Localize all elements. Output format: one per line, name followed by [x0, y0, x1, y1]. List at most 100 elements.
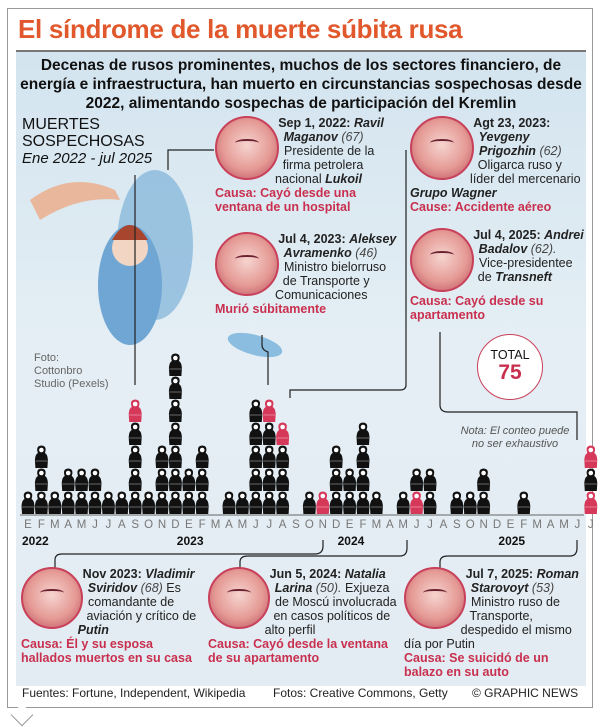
larina-photo: [208, 567, 270, 629]
doll-mark: [48, 491, 62, 514]
profile-age: (46): [355, 246, 378, 260]
doll-mark: [34, 491, 48, 514]
doll-mark: [75, 491, 89, 514]
month-tick-label: O: [466, 519, 475, 531]
doll-mark: [128, 468, 142, 491]
doll-mark: [61, 491, 75, 514]
month-tick-label: E: [507, 519, 515, 531]
connector-larina: [239, 540, 408, 568]
month-tick-label: D: [171, 519, 179, 531]
doll-mark: [356, 445, 370, 468]
date-range: Ene 2022 - jul 2025: [22, 150, 153, 167]
profile-name: Aleksey Avramenko: [283, 232, 397, 260]
doll-mark: [262, 468, 276, 491]
profile-cause: Causa: Cayó desde su apartamento: [410, 294, 544, 322]
doll-mark: [410, 468, 424, 491]
connector-badalov: [439, 332, 578, 440]
doll-mark: [343, 491, 357, 514]
doll-mark: [450, 491, 464, 514]
profile-date: Jul 4, 2025:: [473, 228, 541, 242]
profile-org: Grupo Wagner: [410, 186, 497, 200]
photo-credit: Foto: Cottonbro Studio (Pexels): [34, 352, 109, 391]
profile-cause: Causa: Él y su esposa hallados muertos e…: [21, 637, 192, 665]
doll-mark: [423, 491, 437, 514]
doll-mark: [249, 422, 263, 445]
highlighted-doll-mark: [410, 491, 424, 514]
title-divider: [16, 50, 586, 52]
doll-mark: [477, 468, 491, 491]
month-tick-label: S: [453, 519, 461, 531]
doll-mark: [329, 491, 343, 514]
profile-org: Putin: [77, 623, 109, 637]
profile-date: Sep 1, 2022:: [278, 116, 351, 130]
doll-mark: [182, 491, 196, 514]
copyright: © GRAPHIC NEWS: [472, 686, 579, 700]
month-tick-label: M: [77, 519, 87, 531]
highlighted-doll-mark: [262, 399, 276, 422]
profile-name: Andrei Badalov: [478, 228, 584, 256]
doll-mark: [21, 491, 35, 514]
doll-mark: [168, 422, 182, 445]
doll-mark: [477, 491, 491, 514]
month-tick-label: D: [332, 519, 340, 531]
doll-mark: [195, 468, 209, 491]
month-tick-label: J: [588, 519, 594, 531]
connector-starovoyt: [439, 540, 578, 568]
doll-mark: [262, 422, 276, 445]
profile-name: Natalia Larina: [274, 567, 386, 595]
profile-avramenko: Jul 4, 2023: Aleksey Avramenko (46) Mini…: [215, 232, 403, 316]
profile-date: Nov 2023:: [82, 567, 142, 581]
month-tick-label: F: [199, 519, 206, 531]
doll-mark: [34, 468, 48, 491]
profile-name: Ravil Maganov: [283, 116, 384, 144]
profile-cause: Cause: Accidente aéreo: [410, 200, 552, 214]
doll-mark: [128, 491, 142, 514]
photo-credit-line: Foto:: [34, 352, 60, 364]
profile-desc: Oligarca ruso y líder del mercenario: [470, 158, 581, 186]
profile-age: (62): [539, 144, 562, 158]
section-label-line1: MUERTES: [22, 116, 100, 133]
month-tick-label: A: [279, 519, 287, 531]
month-tick-label: A: [225, 519, 233, 531]
month-tick-label: A: [547, 519, 555, 531]
doll-mark: [249, 468, 263, 491]
connector-prigozhin: [289, 150, 407, 398]
month-tick-label: M: [211, 519, 221, 531]
month-tick-label: M: [532, 519, 542, 531]
profile-org: Lukoil: [325, 172, 362, 186]
doll-mark: [34, 445, 48, 468]
year-label: 2022: [22, 534, 49, 548]
doll-mark: [88, 491, 102, 514]
month-tick-label: A: [64, 519, 72, 531]
doll-mark: [168, 491, 182, 514]
profile-cause: Murió súbitamente: [215, 302, 327, 316]
doll-mark: [262, 491, 276, 514]
month-tick-label: J: [266, 519, 272, 531]
profile-cause: Causa: Se suicidó de un balazo en su aut…: [404, 651, 549, 679]
year-label: 2023: [177, 534, 204, 548]
doll-mark: [168, 445, 182, 468]
month-tick-label: F: [359, 519, 366, 531]
photo-credit-line: Studio (Pexels): [34, 378, 109, 390]
doll-mark: [249, 399, 263, 422]
doll-mark: [396, 491, 410, 514]
profile-maganov: Sep 1, 2022: Ravil Maganov (67) Presiden…: [215, 116, 403, 214]
profile-desc: Presidente de la firma petrolera naciona…: [275, 144, 375, 186]
intro-text: Decenas de rusos prominentes, muchos de …: [20, 57, 582, 112]
doll-mark: [356, 491, 370, 514]
photo-sources: Fotos: Creative Commons, Getty: [273, 686, 448, 700]
month-tick-label: J: [106, 519, 112, 531]
doll-mark: [517, 491, 531, 514]
month-tick-label: S: [131, 519, 139, 531]
doll-mark: [115, 491, 129, 514]
profile-age: (50).: [315, 581, 342, 595]
month-tick-label: A: [440, 519, 448, 531]
month-tick-label: J: [414, 519, 420, 531]
profile-org: Transneft: [495, 270, 552, 284]
month-tick-label: A: [118, 519, 126, 531]
doll-mark: [329, 445, 343, 468]
doll-mark: [168, 468, 182, 491]
month-tick-label: M: [372, 519, 382, 531]
month-tick-label: J: [575, 519, 581, 531]
